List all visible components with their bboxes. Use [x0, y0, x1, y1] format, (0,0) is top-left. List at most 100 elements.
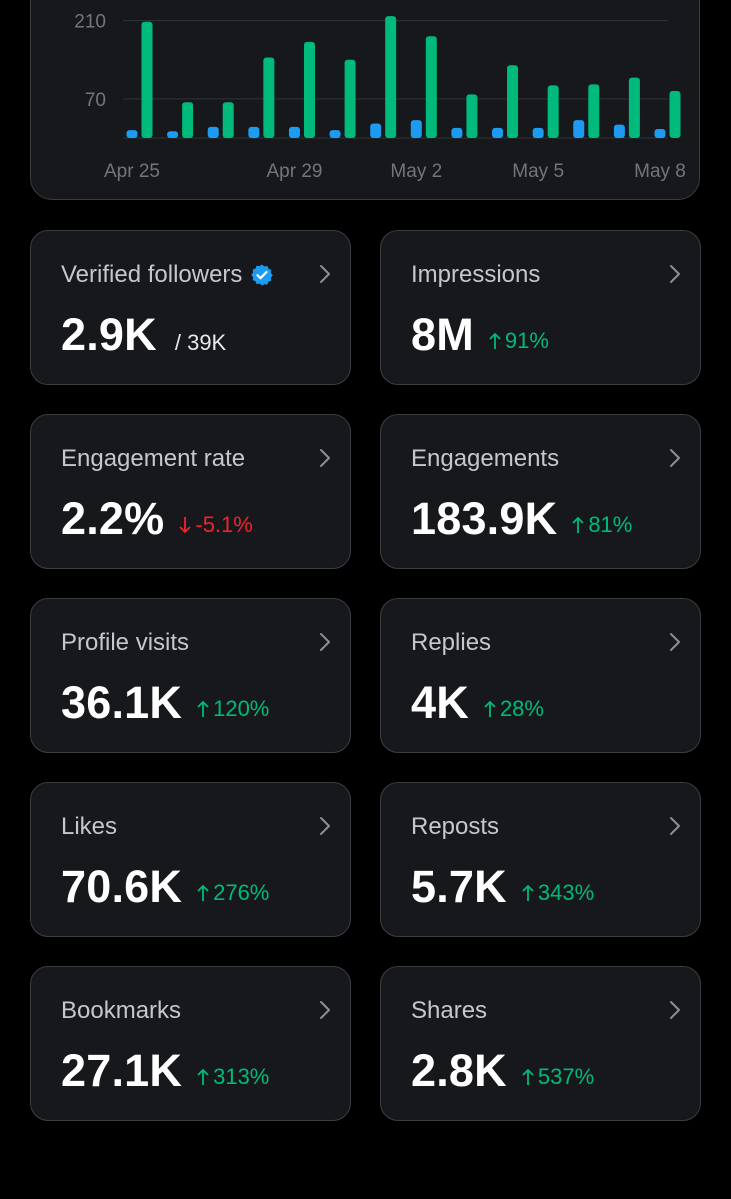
- bar-green[interactable]: [628, 77, 640, 138]
- chevron-right-icon: [670, 1001, 680, 1019]
- metric-change: 28%: [483, 696, 544, 722]
- bar-blue[interactable]: [248, 126, 260, 138]
- metric-label: Verified followers: [61, 261, 243, 288]
- metric-title: Engagements: [411, 445, 559, 473]
- bar-green[interactable]: [385, 16, 397, 138]
- metric-value-row: 27.1K 313%: [61, 1045, 269, 1097]
- metric-value: 70.6K: [61, 861, 183, 912]
- metric-change: 81%: [571, 512, 632, 538]
- metric-change-value: 120%: [213, 696, 270, 721]
- metric-label: Likes: [61, 813, 118, 840]
- metric-value-row: 183.9K 81%: [411, 493, 632, 545]
- metric-change-value: 81%: [588, 512, 633, 537]
- metric-label: Bookmarks: [61, 997, 182, 1024]
- daily-activity-chart: 210 70 Apr 25 Apr 29 May 2 May 5 May 8: [30, 0, 700, 200]
- y-tick-label: 70: [85, 90, 106, 111]
- metric-change-value: 537%: [537, 1064, 595, 1089]
- bar-blue[interactable]: [613, 124, 625, 138]
- metric-card-bookmarks[interactable]: Bookmarks 27.1K 313%: [30, 966, 351, 1121]
- metric-value-row: 4K 28%: [411, 677, 544, 729]
- bar-blue[interactable]: [288, 126, 300, 138]
- metric-card-replies[interactable]: Replies 4K 28%: [380, 598, 701, 753]
- metric-value: 2.8K: [411, 1045, 507, 1096]
- metric-change-value: 91%: [504, 328, 549, 353]
- chevron-right-icon: [670, 633, 680, 651]
- metric-card-engagement-rate[interactable]: Engagement rate 2.2% -5.1%: [30, 414, 351, 569]
- metric-card-verified-followers[interactable]: Verified followers 2.9K / 39K: [30, 230, 351, 385]
- x-tick-label: May 5: [512, 161, 564, 182]
- metric-total: / 39K: [174, 330, 227, 355]
- bar-green[interactable]: [141, 21, 153, 138]
- chevron-right-icon: [670, 449, 680, 467]
- metric-label: Engagements: [411, 445, 560, 472]
- bar-blue[interactable]: [654, 129, 666, 138]
- metric-change: 343%: [521, 880, 594, 906]
- chevron-right-icon: [670, 265, 680, 283]
- bar-blue[interactable]: [410, 120, 422, 138]
- bar-blue[interactable]: [492, 127, 504, 138]
- metric-title: Reposts: [411, 813, 499, 841]
- chevron-right-icon: [320, 633, 330, 651]
- bar-green[interactable]: [303, 41, 315, 139]
- metric-value-row: 2.8K 537%: [411, 1045, 594, 1097]
- metric-label: Shares: [411, 997, 488, 1024]
- bar-green[interactable]: [425, 36, 437, 138]
- bar-green[interactable]: [222, 102, 234, 138]
- metric-title: Likes: [61, 813, 117, 841]
- metric-card-shares[interactable]: Shares 2.8K 537%: [380, 966, 701, 1121]
- bar-green[interactable]: [263, 57, 275, 138]
- metric-card-likes[interactable]: Likes 70.6K 276%: [30, 782, 351, 937]
- metric-title: Shares: [411, 997, 487, 1025]
- bar-blue[interactable]: [167, 131, 179, 138]
- metric-change: 276%: [196, 880, 269, 906]
- metric-card-profile-visits[interactable]: Profile visits 36.1K 120%: [30, 598, 351, 753]
- metric-value-row: 5.7K 343%: [411, 861, 594, 913]
- arrow-up-icon: [522, 1068, 534, 1085]
- metric-label: Engagement rate: [61, 445, 246, 472]
- metric-label: Profile visits: [61, 629, 190, 656]
- metric-label: Reposts: [411, 813, 500, 840]
- metric-card-reposts[interactable]: Reposts 5.7K 343%: [380, 782, 701, 937]
- bar-chart: 210 70 Apr 25 Apr 29 May 2 May 5 May 8: [74, 12, 686, 182]
- bar-green[interactable]: [669, 91, 681, 138]
- metric-title: Engagement rate: [61, 445, 245, 473]
- bar-green[interactable]: [466, 94, 478, 138]
- arrow-up-icon: [197, 700, 209, 717]
- bar-blue[interactable]: [451, 127, 463, 138]
- metric-change-value: -5.1%: [195, 512, 253, 537]
- metric-change-value: 313%: [213, 1064, 270, 1089]
- bar-blue[interactable]: [126, 130, 138, 138]
- bar-blue[interactable]: [532, 127, 544, 138]
- arrow-up-icon: [572, 516, 584, 533]
- metric-value: 8M: [411, 309, 474, 360]
- metric-value: 2.9K: [61, 309, 157, 360]
- x-tick-label: May 8: [634, 161, 686, 182]
- bar-blue[interactable]: [573, 120, 585, 138]
- bar-green[interactable]: [547, 85, 559, 138]
- chevron-right-icon: [320, 1001, 330, 1019]
- metric-card-engagements[interactable]: Engagements 183.9K 81%: [380, 414, 701, 569]
- metric-card-impressions[interactable]: Impressions 8M 91%: [380, 230, 701, 385]
- arrow-up-icon: [489, 332, 501, 349]
- metric-value: 2.2%: [61, 493, 165, 544]
- bar-blue[interactable]: [207, 126, 219, 138]
- metric-change-value: 28%: [499, 696, 544, 721]
- bar-green[interactable]: [507, 65, 519, 138]
- metric-title: Replies: [411, 629, 491, 657]
- metric-title: Verified followers: [61, 261, 274, 289]
- bar-green[interactable]: [588, 84, 600, 138]
- bar-blue[interactable]: [370, 123, 382, 138]
- arrow-up-icon: [484, 700, 496, 717]
- chevron-right-icon: [320, 265, 330, 283]
- metric-change: 313%: [196, 1064, 269, 1090]
- bar-green[interactable]: [344, 59, 356, 138]
- chevron-right-icon: [670, 817, 680, 835]
- metric-value-row: 8M 91%: [411, 309, 549, 361]
- metric-title: Impressions: [411, 261, 540, 289]
- x-tick-label: Apr 29: [266, 161, 322, 182]
- bar-green[interactable]: [182, 102, 194, 138]
- metric-change-value: 276%: [213, 880, 270, 905]
- metric-title: Bookmarks: [61, 997, 181, 1025]
- metric-change: 120%: [196, 696, 269, 722]
- bar-blue[interactable]: [329, 130, 341, 138]
